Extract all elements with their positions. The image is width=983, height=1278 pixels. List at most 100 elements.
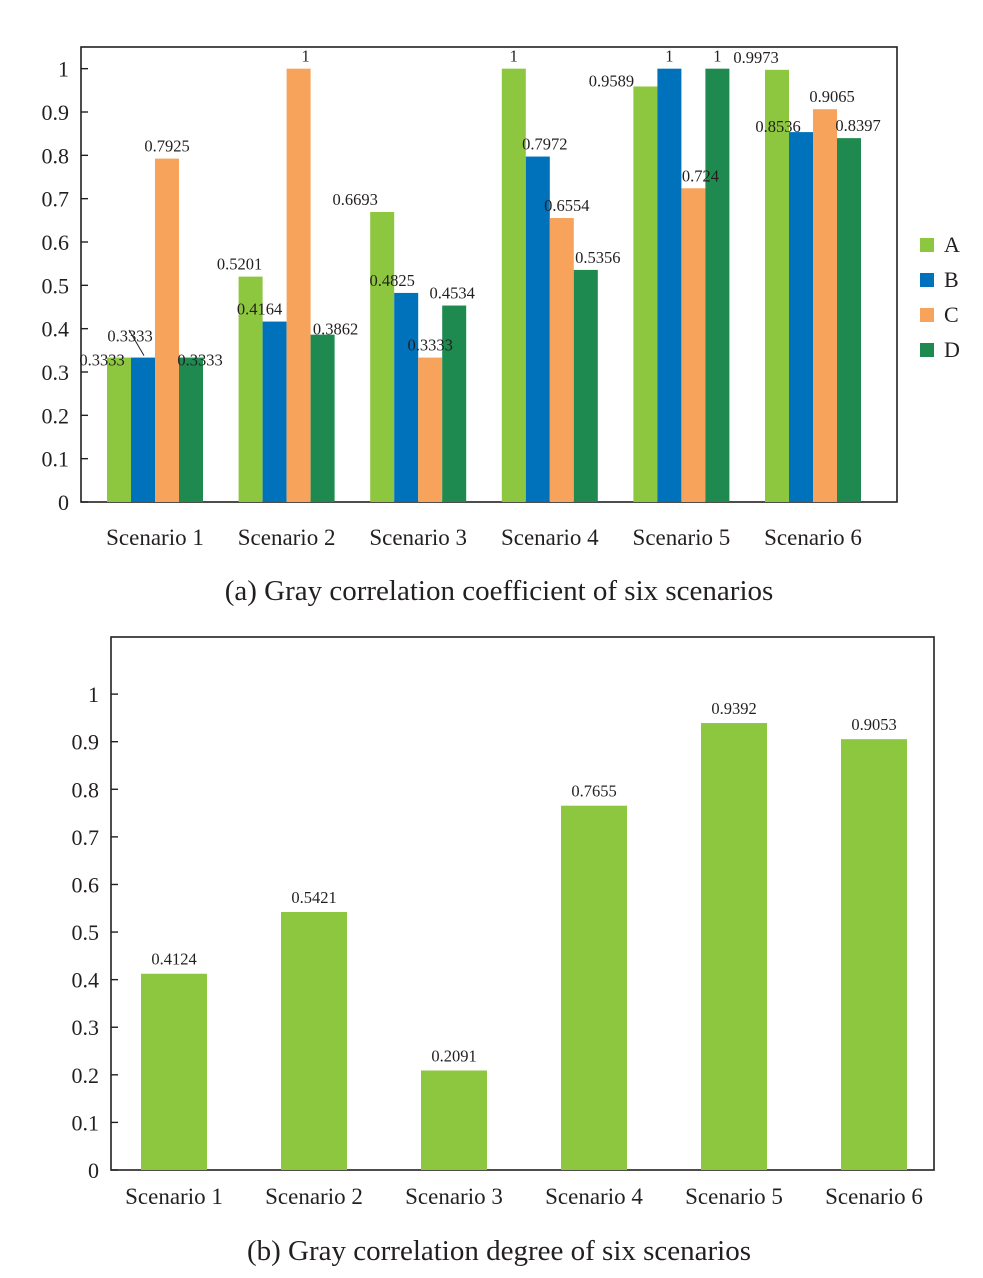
legend-label-c: C bbox=[944, 302, 959, 327]
y-tick-label: 0.9 bbox=[42, 100, 70, 125]
y-tick-label: 0.4 bbox=[72, 968, 100, 993]
y-tick-label: 0.5 bbox=[42, 273, 70, 298]
data-label: 0.3862 bbox=[313, 320, 358, 339]
data-label: 0.7972 bbox=[522, 135, 567, 154]
bar-b bbox=[789, 132, 813, 502]
data-label: 0.8397 bbox=[835, 116, 880, 135]
x-category-label: Scenario 1 bbox=[106, 525, 204, 550]
data-label: 0.3333 bbox=[177, 351, 222, 370]
data-label: 0.7925 bbox=[144, 137, 189, 156]
y-tick-label: 0 bbox=[88, 1158, 99, 1183]
plot-frame bbox=[110, 636, 935, 1171]
y-tick-label: 0.2 bbox=[42, 403, 70, 428]
y-tick-label: 0.1 bbox=[72, 1110, 100, 1135]
y-tick-label: 0.2 bbox=[72, 1063, 100, 1088]
caption-b: (b) Gray correlation degree of six scena… bbox=[247, 1235, 751, 1267]
x-category-label: Scenario 6 bbox=[825, 1184, 923, 1209]
chart-a: 0 0.1 0.2 0.3 0.4 0.5 0.6 0.7 0.8 0.9 1 Scenario 1 S… bbox=[42, 46, 960, 550]
data-label: 1 bbox=[665, 47, 673, 66]
bar-a bbox=[501, 68, 526, 503]
legend-swatch-a bbox=[920, 238, 934, 252]
data-label: 0.3333 bbox=[79, 351, 124, 370]
bar bbox=[421, 1070, 487, 1170]
y-tick-label: 0.8 bbox=[42, 143, 70, 168]
y-tick-label: 0 bbox=[58, 490, 69, 515]
caption-a: (a) Gray correlation coefficient of six … bbox=[225, 575, 774, 607]
x-category-label: Scenario 4 bbox=[545, 1184, 643, 1209]
chart-b: 0 0.1 0.2 0.3 0.4 0.5 0.6 0.7 0.8 0.9 1 0.4124 Scena… bbox=[72, 636, 935, 1209]
bar-d bbox=[837, 138, 861, 502]
bar bbox=[561, 805, 627, 1170]
data-label: 0.9053 bbox=[851, 715, 896, 734]
bar-b bbox=[657, 68, 682, 503]
x-category-label: Scenario 6 bbox=[764, 525, 862, 550]
data-label: 0.6693 bbox=[333, 190, 378, 209]
bar bbox=[281, 912, 347, 1170]
leader-line bbox=[128, 329, 145, 356]
legend-label-d: D bbox=[944, 337, 960, 362]
legend-swatch-c bbox=[920, 308, 934, 322]
bar bbox=[141, 973, 207, 1170]
bar-c bbox=[286, 68, 311, 503]
bar-d bbox=[573, 269, 598, 502]
data-label: 1 bbox=[510, 47, 518, 66]
data-label: 0.9973 bbox=[733, 48, 778, 67]
data-label: 0.2091 bbox=[431, 1046, 476, 1065]
data-label: 0.724 bbox=[682, 166, 719, 185]
y-tick-label: 0.6 bbox=[42, 230, 70, 255]
x-category-label: Scenario 3 bbox=[405, 1184, 503, 1209]
data-label: 0.5201 bbox=[217, 255, 262, 274]
data-label: 0.4534 bbox=[430, 284, 475, 303]
y-tick-label: 0.3 bbox=[42, 360, 70, 385]
bar-d bbox=[310, 334, 335, 502]
legend-swatch-d bbox=[920, 343, 934, 357]
bar-b bbox=[131, 357, 155, 502]
bar-b bbox=[525, 156, 550, 502]
y-tick-label: 0.4 bbox=[42, 317, 70, 342]
bar-b bbox=[394, 292, 419, 502]
bar-c bbox=[418, 357, 443, 502]
data-label: 0.8536 bbox=[755, 117, 800, 136]
data-label: 1 bbox=[301, 47, 309, 66]
bar-c bbox=[813, 109, 837, 502]
bar-a bbox=[633, 86, 658, 502]
data-label: 0.3333 bbox=[107, 327, 152, 346]
x-category-label: Scenario 4 bbox=[501, 525, 599, 550]
bar bbox=[701, 723, 767, 1170]
x-category-label: Scenario 3 bbox=[369, 525, 467, 550]
data-label: 0.6554 bbox=[544, 196, 589, 215]
y-tick-label: 1 bbox=[88, 682, 99, 707]
data-label: 0.9589 bbox=[589, 71, 634, 90]
data-label: 0.5356 bbox=[575, 248, 620, 267]
bar-a bbox=[765, 69, 789, 502]
bar bbox=[841, 739, 907, 1170]
x-category-label: Scenario 2 bbox=[238, 525, 336, 550]
bar-a bbox=[107, 357, 131, 502]
bar-d bbox=[705, 68, 730, 503]
bar-c bbox=[549, 217, 574, 502]
y-tick-label: 0.1 bbox=[42, 447, 70, 472]
data-label: 0.4124 bbox=[151, 950, 196, 969]
y-tick-label: 0.3 bbox=[72, 1015, 100, 1040]
bar-d bbox=[442, 305, 467, 502]
x-category-label: Scenario 1 bbox=[125, 1184, 223, 1209]
data-label: 1 bbox=[713, 47, 721, 66]
y-tick-label: 0.7 bbox=[72, 825, 100, 850]
legend-swatch-b bbox=[920, 273, 934, 287]
y-tick-label: 0.5 bbox=[72, 920, 100, 945]
data-label: 0.3333 bbox=[408, 336, 453, 355]
data-label: 0.9392 bbox=[711, 699, 756, 718]
y-tick-label: 0.7 bbox=[42, 187, 70, 212]
y-tick-label: 0.9 bbox=[72, 730, 100, 755]
y-tick-label: 0.8 bbox=[72, 777, 100, 802]
x-category-label: Scenario 5 bbox=[633, 525, 731, 550]
legend-label-a: A bbox=[944, 232, 960, 257]
y-tick-label: 1 bbox=[58, 57, 69, 82]
data-label: 0.4164 bbox=[237, 300, 282, 319]
bar-a bbox=[238, 276, 263, 502]
data-label: 0.9065 bbox=[809, 87, 854, 106]
x-category-label: Scenario 2 bbox=[265, 1184, 363, 1209]
data-label: 0.5421 bbox=[291, 888, 336, 907]
bar-a bbox=[370, 211, 395, 502]
bar-d bbox=[179, 357, 203, 502]
